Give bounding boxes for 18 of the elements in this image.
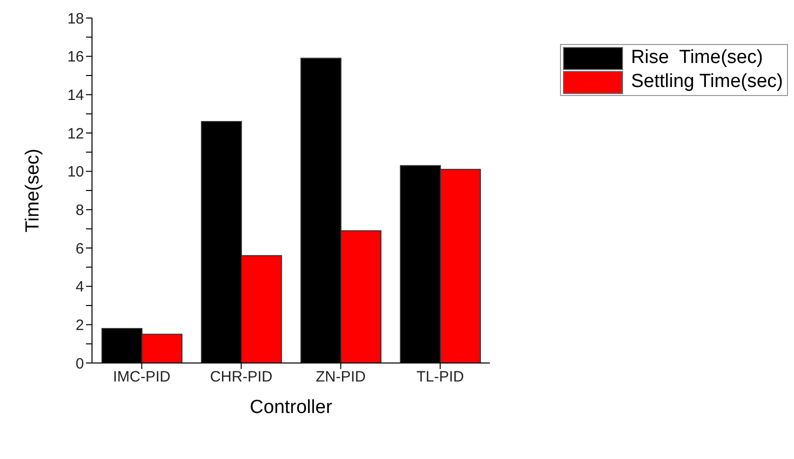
legend-label: Rise Time(sec) (630, 47, 763, 69)
y-tick-label: 10 (67, 164, 84, 181)
x-axis-title: Controller (250, 397, 333, 418)
y-axis-title: Time(sec) (22, 148, 44, 232)
y-tick-label: 16 (67, 48, 84, 66)
x-tick-label: ZN-PID (316, 368, 366, 386)
y-tick-label: 2 (76, 316, 84, 334)
x-tick-label: CHR-PID (210, 368, 273, 386)
y-tick-label: 6 (76, 240, 84, 258)
y-tick-label: 18 (67, 10, 84, 28)
x-tick-label: TL-PID (416, 368, 464, 386)
y-tick-label: 4 (76, 278, 84, 296)
y-tick-label: 12 (67, 125, 84, 142)
y-tick-label: 8 (76, 202, 84, 219)
y-tick-label: 0 (76, 355, 84, 372)
legend-label: Settling Time(sec) (630, 71, 783, 93)
x-tick-label: IMC-PID (112, 368, 171, 386)
y-tick-label: 14 (67, 86, 84, 104)
